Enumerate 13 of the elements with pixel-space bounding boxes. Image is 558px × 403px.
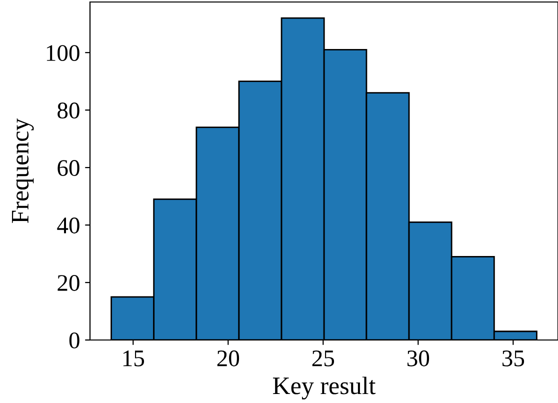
x-tick-label: 35 <box>502 350 524 366</box>
x-axis-title: Key result <box>272 376 376 400</box>
x-tick-label: 30 <box>407 350 430 366</box>
y-tick-label: 40 <box>57 218 80 234</box>
x-tick-label: 20 <box>217 350 240 366</box>
x-tick-label: 25 <box>312 350 334 366</box>
y-tick-label: 100 <box>46 45 80 62</box>
y-axis-title: Frequency <box>12 118 34 224</box>
y-tick-label: 20 <box>58 275 80 291</box>
y-tick-label: 0 <box>69 332 80 348</box>
x-tick-label: 15 <box>123 350 144 366</box>
y-tick-label: 60 <box>58 160 80 176</box>
y-tick-label: 80 <box>58 102 80 118</box>
